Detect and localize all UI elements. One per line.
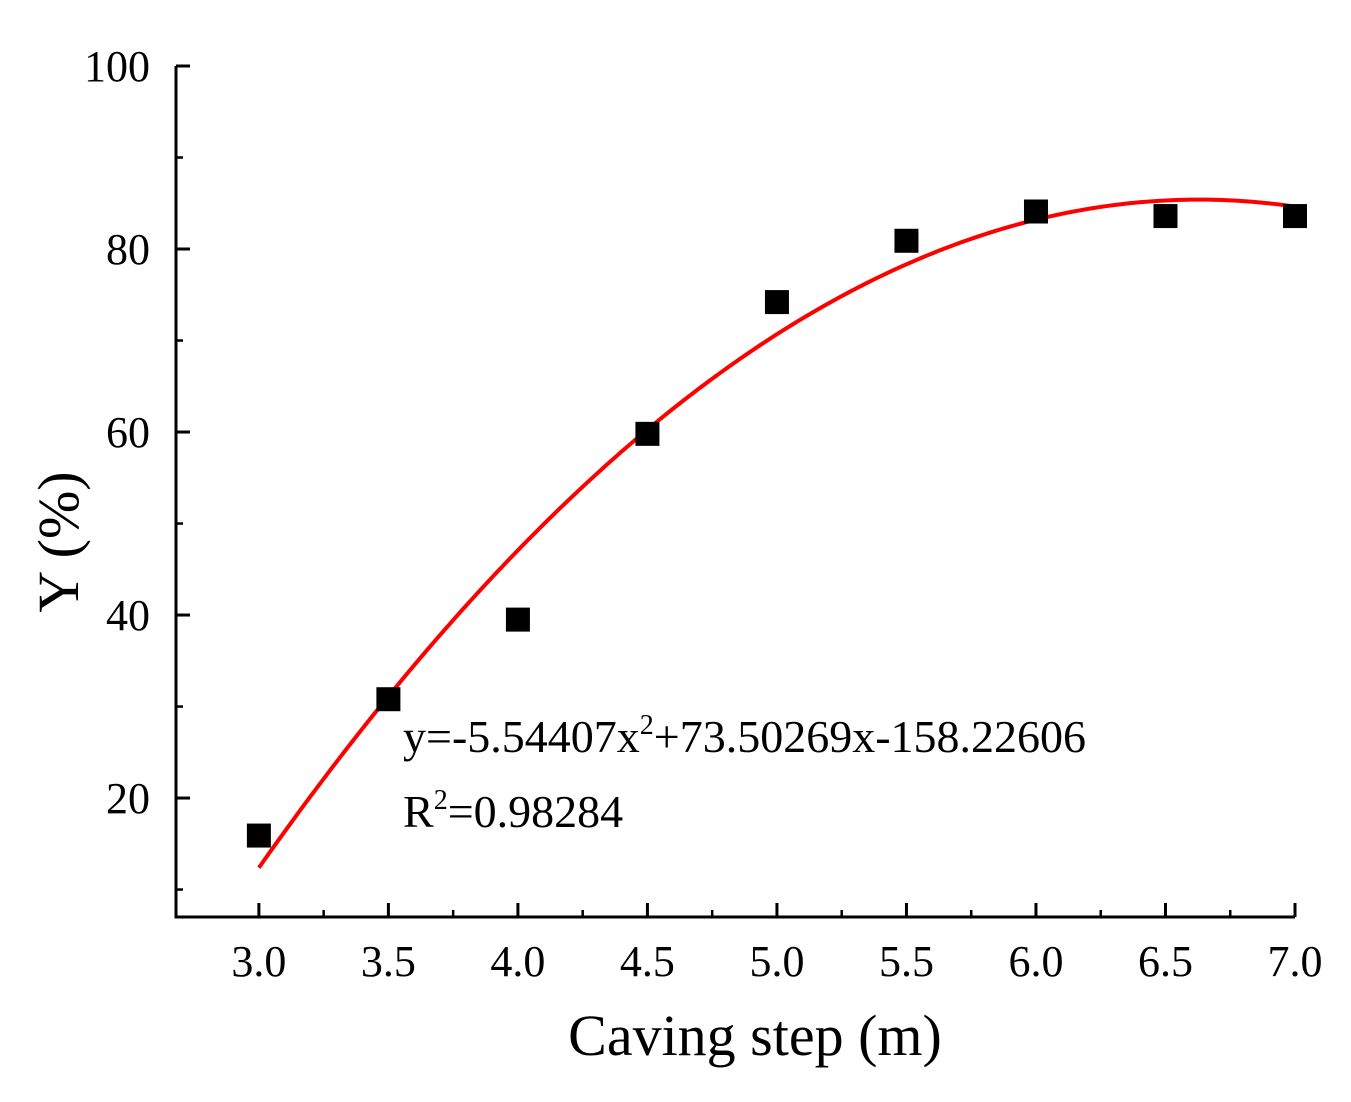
x-tick-label: 4.5 <box>620 937 675 986</box>
data-point <box>894 228 919 253</box>
x-tick-label: 3.5 <box>361 937 416 986</box>
fit-curve <box>257 197 1296 869</box>
x-tick-label: 5.0 <box>749 937 804 986</box>
axes <box>174 64 1297 919</box>
r-squared-suffix: =0.98284 <box>448 786 623 837</box>
fit-equation-prefix: y=-5.54407x <box>403 711 640 762</box>
data-point <box>764 290 789 315</box>
y-tick-label: 40 <box>106 591 150 640</box>
y-tick-label: 80 <box>106 225 150 274</box>
fit-equation-exponent: 2 <box>640 710 654 741</box>
data-points-layer <box>246 199 1307 848</box>
data-point <box>376 687 401 712</box>
r-squared-exponent: 2 <box>434 785 448 816</box>
data-point <box>1283 204 1307 229</box>
r-squared-prefix: R <box>403 786 434 837</box>
fit-equation: y=-5.54407x2+73.50269x-158.22606 <box>403 710 1086 762</box>
y-axis-title: Y (%) <box>26 471 91 612</box>
x-axis-title: Caving step (m) <box>568 1003 942 1068</box>
data-point <box>635 421 660 446</box>
r-squared: R2=0.98284 <box>403 785 623 837</box>
x-tick-label: 6.0 <box>1008 937 1063 986</box>
x-tick-label: 6.5 <box>1138 937 1193 986</box>
x-tick-label: 4.0 <box>490 937 545 986</box>
fit-curve-layer <box>257 197 1296 869</box>
x-tick-label: 3.0 <box>231 937 286 986</box>
x-tick-label: 5.5 <box>879 937 934 986</box>
data-point <box>505 607 530 632</box>
y-tick-label: 20 <box>106 774 150 823</box>
data-point <box>246 823 271 848</box>
data-point <box>1023 199 1048 224</box>
data-point <box>1153 204 1178 229</box>
y-tick-label: 60 <box>106 408 150 457</box>
y-tick-label: 100 <box>84 42 150 91</box>
x-tick-label: 7.0 <box>1268 937 1323 986</box>
fit-equation-suffix: +73.50269x-158.22606 <box>654 711 1086 762</box>
tick-labels: 3.0 3.5 4.0 4.5 5.0 5.5 6.0 6.5 7.0 20 40 60 80 100 <box>84 42 1323 986</box>
